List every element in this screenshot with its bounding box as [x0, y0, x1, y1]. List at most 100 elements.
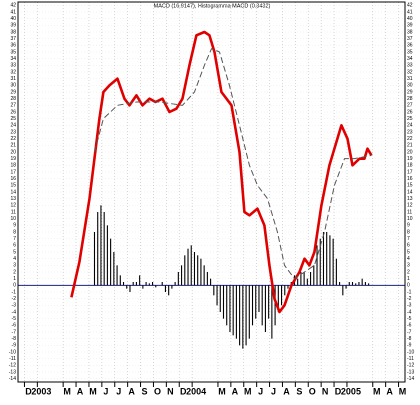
- x-tick-label: M: [63, 386, 71, 396]
- y-tick-label: -5: [407, 316, 412, 322]
- y-tick-label: 26: [407, 109, 413, 115]
- plot-frame: [17, 1, 406, 383]
- x-tick-label: N: [167, 386, 174, 396]
- x-tick-label: J: [271, 386, 276, 396]
- y-tick-label: 25: [10, 116, 16, 122]
- y-tick-label: 38: [10, 29, 16, 35]
- y-tick-label: -9: [407, 343, 412, 349]
- x-tick-label: A: [77, 386, 84, 396]
- y-tick-label: 27: [10, 103, 16, 109]
- y-tick-label: 31: [407, 76, 413, 82]
- x-tick-label: A: [232, 386, 239, 396]
- y-tick-label: 36: [407, 43, 413, 49]
- y-tick-label: 28: [407, 96, 413, 102]
- x-tick-label: 2004: [186, 386, 206, 396]
- y-tick-label: 11: [407, 209, 412, 215]
- y-tick-label: 20: [10, 149, 16, 155]
- y-tick-label: 6: [407, 243, 410, 249]
- y-tick-label: 2: [13, 269, 16, 275]
- y-tick-label: -6: [407, 323, 412, 329]
- y-tick-label: 1: [407, 276, 410, 282]
- y-tick-label: 22: [10, 136, 16, 142]
- y-tick-label: 24: [407, 123, 413, 129]
- y-tick-label: 41: [10, 9, 16, 15]
- y-tick-label: 17: [10, 169, 16, 175]
- chart-title: MACD (16.9147), Histogramma MACD (0.3432…: [154, 3, 271, 9]
- y-tick-label: -9: [12, 343, 17, 349]
- y-tick-label: 13: [10, 196, 16, 202]
- y-tick-label: -10: [9, 349, 16, 355]
- x-tick-label: D: [335, 386, 342, 396]
- y-tick-label: 1: [13, 276, 16, 282]
- y-tick-label: -3: [12, 303, 17, 309]
- y-tick-label: 3: [13, 263, 16, 269]
- y-tick-label: 8: [13, 229, 16, 235]
- y-tick-label: 36: [10, 43, 16, 49]
- y-tick-label: 3: [407, 263, 410, 269]
- y-tick-label: -11: [9, 356, 16, 362]
- y-tick-label: 34: [10, 56, 16, 62]
- x-tick-label: D: [25, 386, 32, 396]
- y-tick-label: 9: [13, 223, 16, 229]
- y-tick-label: 14: [407, 189, 413, 195]
- y-tick-label: 12: [10, 203, 16, 209]
- x-tick-label: 2005: [341, 386, 361, 396]
- x-tick-label: M: [373, 386, 381, 396]
- x-tick-label: O: [154, 386, 161, 396]
- y-tick-label: 17: [407, 169, 413, 175]
- y-tick-label: 10: [10, 216, 16, 222]
- y-tick-label: -6: [12, 323, 17, 329]
- y-tick-label: -8: [12, 336, 17, 342]
- y-tick-label: 9: [407, 223, 410, 229]
- x-tick-label: M: [218, 386, 226, 396]
- y-tick-label: 5: [13, 249, 16, 255]
- x-tick-label: A: [128, 386, 135, 396]
- y-tick-label: -3: [407, 303, 412, 309]
- y-tick-label: 19: [407, 156, 413, 162]
- y-tick-label: 0: [13, 283, 16, 289]
- y-tick-label: 32: [10, 69, 16, 75]
- y-tick-label: 41: [407, 9, 413, 15]
- y-tick-label: 33: [10, 63, 16, 69]
- y-tick-label: -5: [12, 316, 17, 322]
- y-tick-label: 7: [407, 236, 410, 242]
- y-tick-label: 38: [407, 29, 413, 35]
- y-tick-label: 19: [10, 156, 16, 162]
- y-tick-label: 40: [407, 16, 413, 22]
- y-tick-label: 35: [407, 49, 413, 55]
- x-tick-label: M: [399, 386, 407, 396]
- y-tick-label: 5: [407, 249, 410, 255]
- signal-line: [94, 48, 372, 280]
- y-tick-label: 40: [10, 16, 16, 22]
- y-tick-label: -12: [9, 363, 16, 369]
- y-tick-label: -7: [12, 329, 17, 335]
- x-tick-label: 2003: [31, 386, 51, 396]
- y-tick-label: 34: [407, 56, 413, 62]
- y-tick-label: 29: [10, 89, 16, 95]
- y-tick-label: 18: [407, 163, 413, 169]
- y-tick-label: 12: [407, 203, 413, 209]
- y-tick-label: -4: [12, 309, 17, 315]
- y-tick-label: -4: [407, 309, 412, 315]
- y-tick-label: 26: [10, 109, 16, 115]
- x-tick-label: J: [116, 386, 121, 396]
- y-tick-label: 4: [407, 256, 410, 262]
- y-tick-label: 35: [10, 49, 16, 55]
- y-tick-label: -1: [12, 289, 17, 295]
- y-tick-label: 32: [407, 69, 413, 75]
- y-tick-label: 14: [10, 189, 16, 195]
- y-tick-label: -11: [407, 356, 414, 362]
- y-tick-label: -10: [407, 349, 414, 355]
- y-tick-label: -12: [407, 363, 414, 369]
- x-tick-label: O: [309, 386, 316, 396]
- y-tick-label: 10: [407, 216, 413, 222]
- y-tick-label: 31: [10, 76, 16, 82]
- x-tick-label: M: [244, 386, 252, 396]
- y-tick-label: 39: [407, 23, 413, 29]
- y-tick-label: -2: [12, 296, 17, 302]
- y-tick-label: 21: [10, 143, 16, 149]
- y-tick-label: 15: [407, 183, 413, 189]
- y-tick-label: -7: [407, 329, 412, 335]
